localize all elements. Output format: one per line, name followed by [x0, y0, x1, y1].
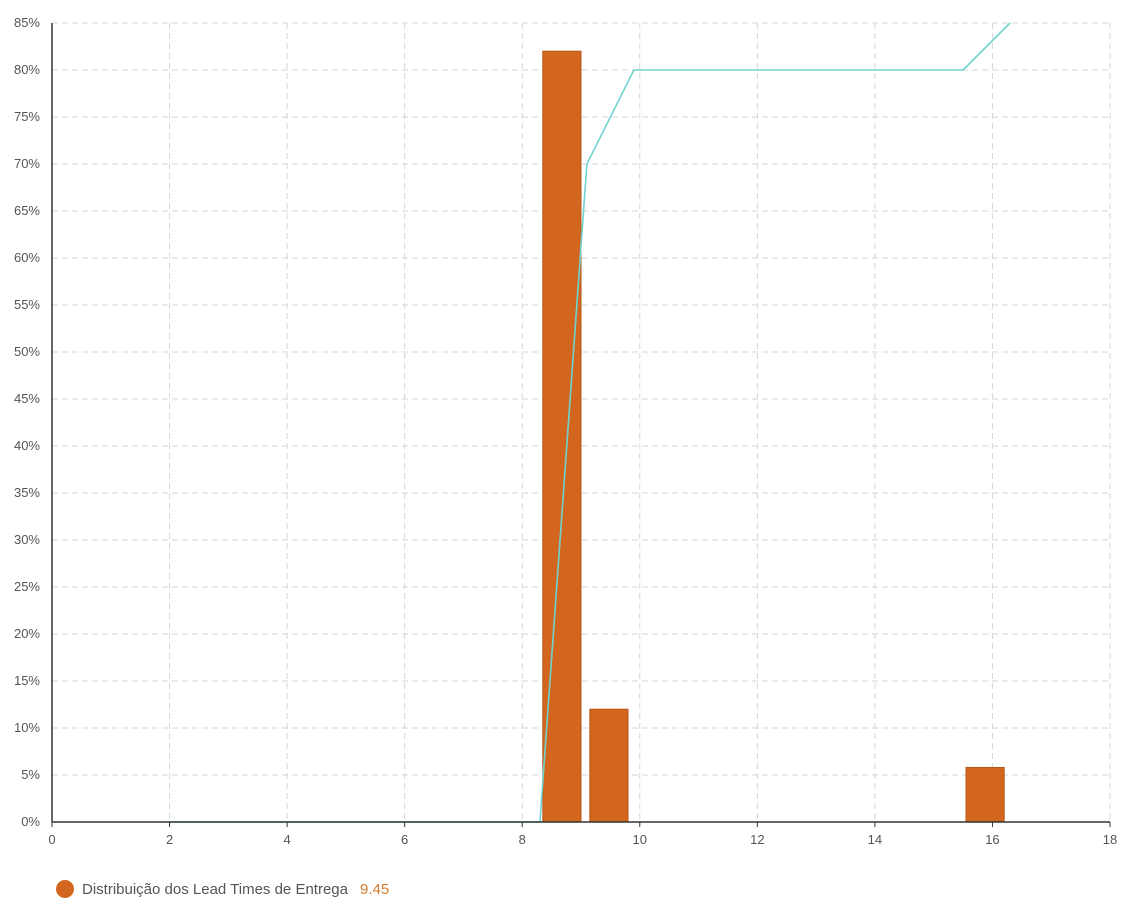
y-tick-label: 45%	[14, 391, 40, 406]
y-tick-label: 20%	[14, 626, 40, 641]
x-tick-label: 10	[633, 832, 647, 847]
y-tick-label: 5%	[21, 767, 40, 782]
y-tick-label: 70%	[14, 156, 40, 171]
y-tick-label: 65%	[14, 203, 40, 218]
x-tick-label: 16	[985, 832, 999, 847]
chart-area: 0% 5% 10% 15% 20% 25% 30% 35% 40% 45% 50% 55% 60% 65%…	[14, 15, 1117, 847]
legend-swatch-icon	[56, 880, 74, 898]
y-tick-label: 50%	[14, 344, 40, 359]
legend-value: 9.45	[359, 880, 390, 898]
y-tick-label: 60%	[14, 250, 40, 265]
y-tick-label: 15%	[14, 673, 40, 688]
y-tick-label: 85%	[14, 15, 40, 30]
y-tick-label: 10%	[14, 720, 40, 735]
y-tick-label: 30%	[14, 532, 40, 547]
y-tick-label: 40%	[14, 438, 40, 453]
axes	[51, 23, 1111, 827]
legend-label: Distribuição dos Lead Times de Entrega	[82, 880, 348, 898]
x-tick-label: 6	[401, 832, 408, 847]
y-tick-label: 0%	[21, 814, 40, 829]
y-tick-label: 25%	[14, 579, 40, 594]
x-tick-label: 8	[519, 832, 526, 847]
x-tick-label: 12	[750, 832, 764, 847]
cumulative-line	[169, 22, 1011, 823]
x-tick-label: 0	[48, 832, 55, 847]
y-tick-label: 55%	[14, 297, 40, 312]
x-tick-label: 4	[283, 832, 290, 847]
histogram-bar	[965, 766, 1005, 823]
x-tick-label: 14	[868, 832, 882, 847]
chart-svg: 0% 5% 10% 15% 20% 25% 30% 35% 40% 45% 50% 55% 60% 65%…	[14, 15, 1117, 847]
y-tick-label: 75%	[14, 109, 40, 124]
x-tick-label: 18	[1103, 832, 1117, 847]
bars	[542, 50, 1005, 823]
legend[interactable]: Distribuição dos Lead Times de Entrega 9…	[56, 878, 389, 900]
histogram-bar	[589, 708, 629, 823]
y-tick-labels: 0% 5% 10% 15% 20% 25% 30% 35% 40% 45% 50% 55% 60% 65%…	[14, 15, 40, 829]
cumulative-line-group	[169, 22, 1011, 823]
y-tick-label: 35%	[14, 485, 40, 500]
x-tick-label: 2	[166, 832, 173, 847]
x-tick-labels: 0 2 4 6 8 10 12 14 16 18	[48, 832, 1117, 847]
y-tick-label: 80%	[14, 62, 40, 77]
